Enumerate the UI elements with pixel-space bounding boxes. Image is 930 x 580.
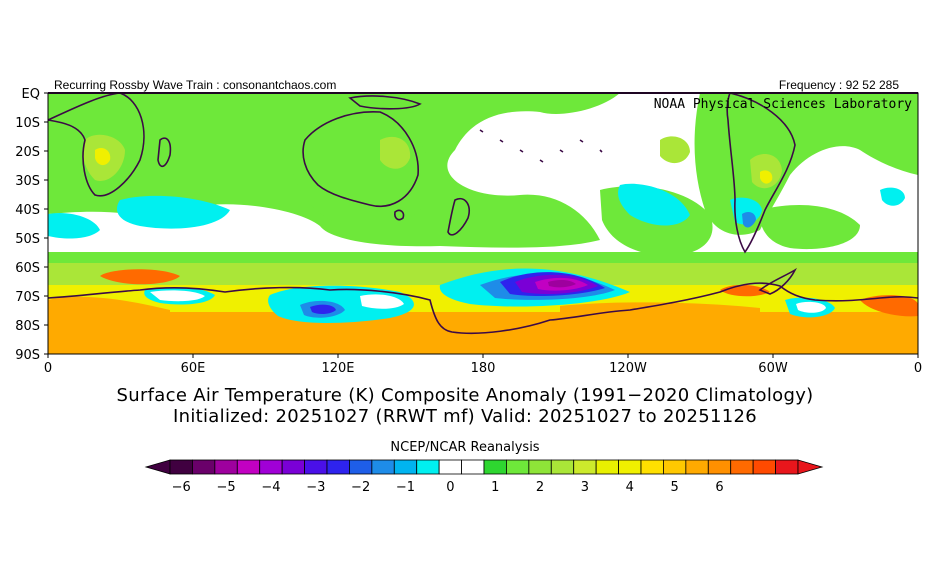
- latitude-label: 10S: [15, 116, 40, 131]
- longitude-label: 120W: [609, 361, 647, 376]
- latitude-label: 70S: [15, 290, 40, 305]
- colorbar-cell: [192, 459, 216, 475]
- colorbar-cell: [371, 459, 395, 475]
- colorbar-tick-label: −6: [172, 480, 191, 495]
- colorbar-tick-label: 6: [715, 480, 723, 495]
- latitude-label: 40S: [15, 203, 40, 218]
- longitude-label: 120E: [321, 361, 354, 376]
- colorbar-tick-label: −5: [216, 480, 235, 495]
- colorbar-cell: [618, 459, 642, 475]
- colorbar-cell: [752, 459, 776, 475]
- latitude-label: 50S: [15, 232, 40, 247]
- colorbar-ticks: −6 −5 −4 −3 −2 −1 0 1 2 3 4 5 6: [172, 480, 724, 495]
- colorbar-cell: [214, 459, 238, 475]
- colorbar-tick-label: −4: [261, 480, 280, 495]
- colorbar-arrow-min: [144, 459, 171, 475]
- colorbar-tick-label: 1: [491, 480, 499, 495]
- colorbar-cell: [506, 459, 530, 475]
- longitude-label: 0: [914, 361, 922, 376]
- latitude-label: 30S: [15, 174, 40, 189]
- pacific-islands: [479, 129, 603, 163]
- colorbar-cell: [438, 459, 462, 475]
- madagascar-coast: [157, 137, 172, 168]
- latitude-axis: EQ 10S 20S 30S 40S 50S 60S 70S 80S 90S: [15, 87, 48, 363]
- cold-anomaly-1k: [48, 183, 905, 239]
- south-america-coast: [726, 93, 796, 254]
- noaa-lab-label: NOAA Physical Sciences Laboratory: [654, 97, 912, 112]
- colorbar-cell: [304, 459, 328, 475]
- colorbar-tick-label: −3: [306, 480, 325, 495]
- longitude-label: 60W: [758, 361, 788, 376]
- map-title-line1: Surface Air Temperature (K) Composite An…: [116, 385, 814, 406]
- colorbar-tick-label: 0: [446, 480, 454, 495]
- colorbar-cell: [550, 459, 575, 475]
- colorbar-cell: [528, 459, 552, 475]
- cold-anomaly-core: [548, 279, 576, 288]
- colorbar-arrow-max: [797, 459, 824, 475]
- colorbar-cell: [349, 459, 373, 475]
- header-attribution: Recurring Rossby Wave Train : consonantc…: [54, 78, 337, 92]
- warm-spots-5k: [100, 269, 918, 317]
- tasmania-coast: [394, 209, 405, 221]
- colorbar-tick-label: 5: [671, 480, 679, 495]
- longitude-label: 180: [471, 361, 496, 376]
- colorbar-tick-label: −1: [396, 480, 415, 495]
- anomaly-map: NOAA Physical Sciences Laboratory EQ 10S 2…: [15, 87, 922, 376]
- colorbar-cell: [169, 459, 193, 475]
- colorbar-cell: [281, 459, 305, 475]
- colorbar-tick-label: 2: [536, 480, 544, 495]
- colorbar-cell: [775, 459, 799, 475]
- colorbar: −6 −5 −4 −3 −2 −1 0 1 2 3 4 5 6: [144, 459, 824, 495]
- australia-coast: [302, 111, 419, 207]
- colorbar-cell: [640, 459, 664, 475]
- colorbar-cell: [326, 459, 350, 475]
- colorbar-cells: [144, 459, 824, 475]
- colorbar-tick-label: 3: [581, 480, 589, 495]
- colorbar-cell: [573, 459, 597, 475]
- map-title-line2: Initialized: 20251027 (RRWT mf) Valid: 2…: [173, 406, 757, 427]
- longitude-label: 60E: [181, 361, 206, 376]
- latitude-label: 60S: [15, 261, 40, 276]
- data-source-label: NCEP/NCAR Reanalysis: [390, 440, 540, 455]
- colorbar-cell: [707, 459, 732, 475]
- latitude-label: 20S: [15, 145, 40, 160]
- header-frequency: Frequency : 92 52 285: [778, 78, 899, 92]
- colorbar-cell: [663, 459, 687, 475]
- warm-belt-4k-lobes: [48, 296, 760, 354]
- colorbar-cell: [685, 459, 709, 475]
- longitude-axis: 0 60E 120E 180 120W 60W 0: [44, 354, 922, 376]
- longitude-label: 0: [44, 361, 52, 376]
- africa-coast: [48, 93, 145, 197]
- coastlines: [48, 93, 918, 335]
- new-zealand-coast: [447, 198, 470, 236]
- new-guinea-coast: [348, 95, 422, 110]
- colorbar-tick-label: 4: [626, 480, 634, 495]
- latitude-label: 80S: [15, 319, 40, 334]
- colorbar-tick-label: −2: [351, 480, 370, 495]
- antarctic-peninsula-coast: [758, 267, 797, 295]
- colorbar-cell: [259, 459, 283, 475]
- colorbar-cell: [595, 459, 619, 475]
- colorbar-cell: [393, 459, 418, 475]
- colorbar-cell: [416, 459, 440, 475]
- colorbar-cell: [483, 459, 507, 475]
- antarctica-coast: [48, 282, 918, 335]
- colorbar-cell: [730, 459, 754, 475]
- colorbar-cell: [461, 459, 485, 475]
- cold-anomaly-2k: [300, 212, 756, 318]
- colorbar-cell: [236, 459, 261, 475]
- anomaly-field: [48, 93, 918, 354]
- latitude-label: 90S: [15, 348, 40, 363]
- latitude-label: EQ: [22, 87, 40, 102]
